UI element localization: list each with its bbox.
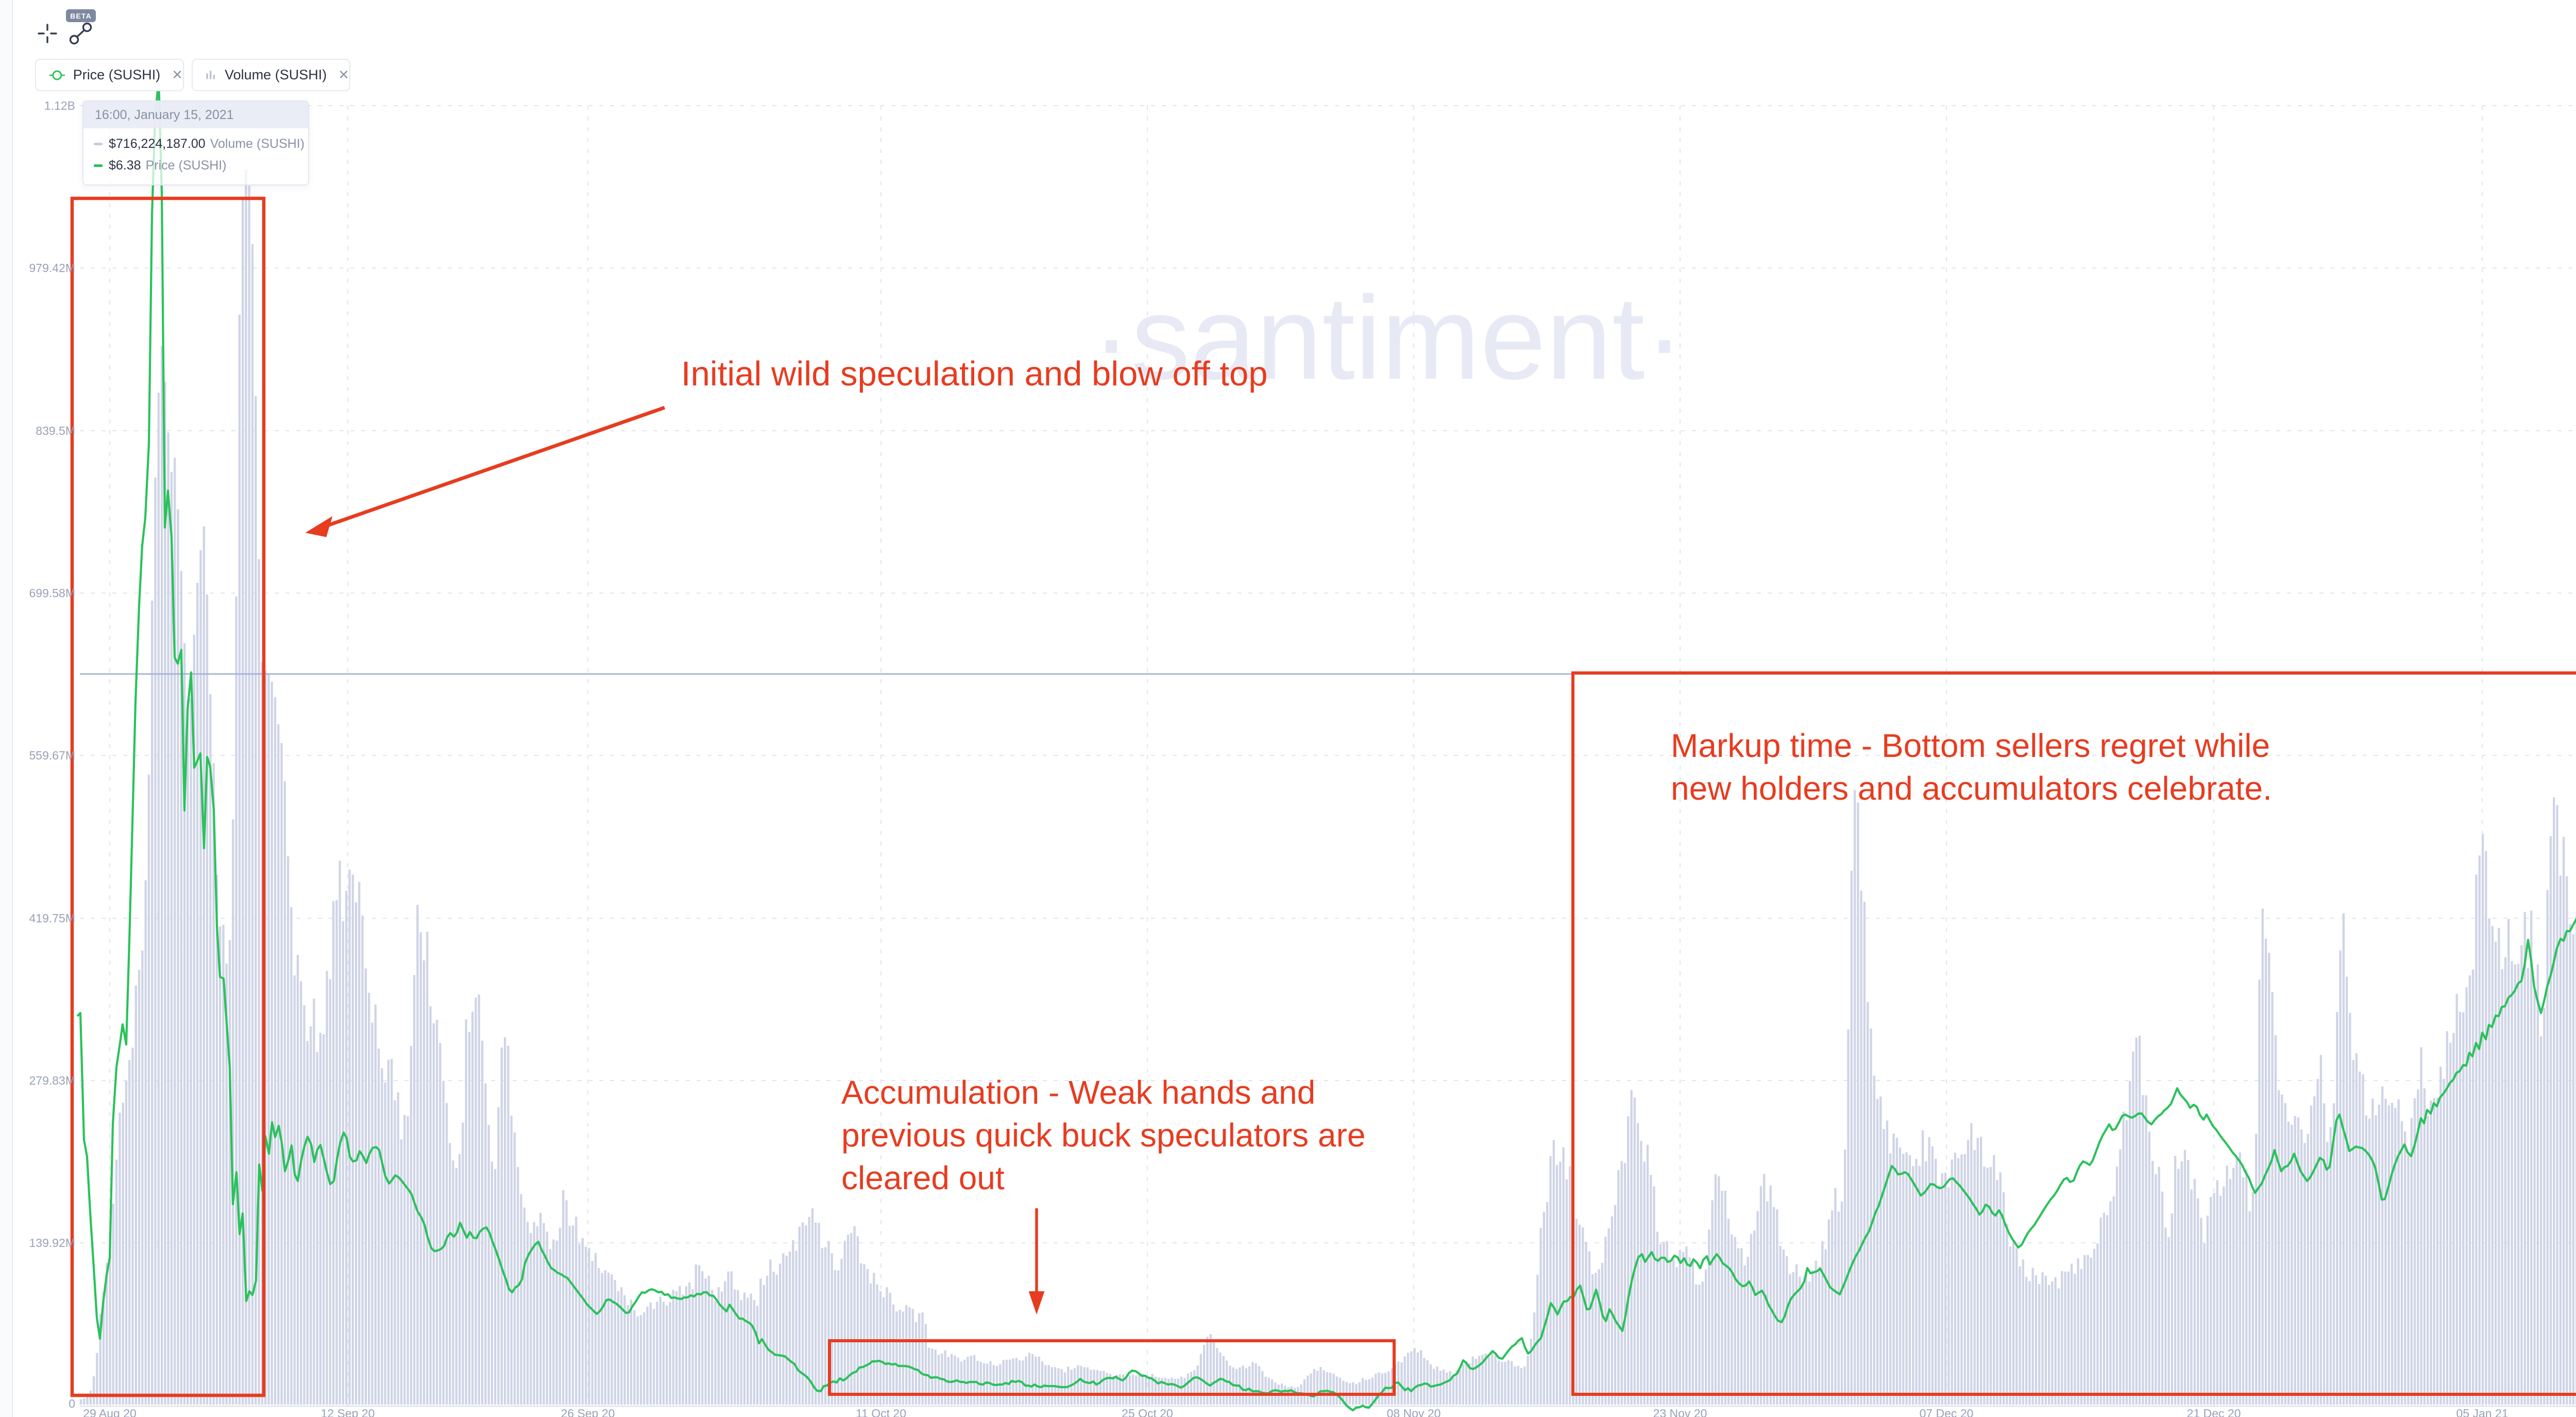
- svg-text:29 Aug 20: 29 Aug 20: [83, 1407, 137, 1417]
- svg-text:·santiment·: ·santiment·: [1092, 272, 1684, 404]
- svg-text:12 Sep 20: 12 Sep 20: [321, 1407, 375, 1417]
- svg-text:1.12B: 1.12B: [44, 99, 75, 112]
- svg-text:07 Dec 20: 07 Dec 20: [1920, 1407, 1974, 1417]
- svg-text:21 Dec 20: 21 Dec 20: [2187, 1407, 2241, 1417]
- svg-text:979.42M: 979.42M: [29, 261, 75, 275]
- svg-text:839.5M: 839.5M: [36, 424, 75, 437]
- svg-text:279.83M: 279.83M: [29, 1074, 75, 1087]
- svg-text:559.67M: 559.67M: [29, 749, 75, 762]
- svg-text:0: 0: [69, 1397, 75, 1410]
- svg-text:139.92M: 139.92M: [29, 1236, 75, 1250]
- svg-text:419.75M: 419.75M: [29, 912, 75, 925]
- svg-text:26 Sep 20: 26 Sep 20: [561, 1407, 615, 1417]
- svg-text:25 Oct 20: 25 Oct 20: [1122, 1407, 1173, 1417]
- svg-text:08 Nov 20: 08 Nov 20: [1387, 1407, 1441, 1417]
- svg-text:23 Nov 20: 23 Nov 20: [1653, 1407, 1707, 1417]
- svg-text:11 Oct 20: 11 Oct 20: [856, 1407, 906, 1417]
- svg-text:05 Jan 21: 05 Jan 21: [2456, 1407, 2508, 1417]
- svg-text:699.58M: 699.58M: [29, 586, 75, 600]
